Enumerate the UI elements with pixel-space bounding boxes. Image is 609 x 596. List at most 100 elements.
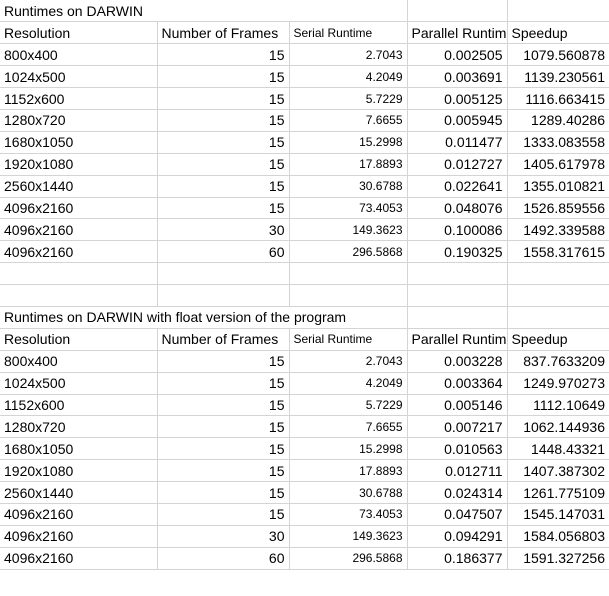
sheet-row: 4096x2160 60 296.5868 0.186377 1591.327256 (0, 546, 609, 570)
empty-cell (506, 305, 609, 329)
data-cell: 1261.775109 (506, 481, 609, 504)
sheet-row: 4096x2160 30 149.3623 0.100086 1492.339588 (0, 218, 609, 242)
data-cell: 4.2049 (288, 371, 408, 395)
row-label: 1024x500 (0, 371, 158, 395)
sheet-row: 4096x2160 30 149.3623 0.094291 1584.056803 (0, 524, 609, 548)
data-cell: 73.4053 (288, 502, 408, 526)
row-label: 800x400 (0, 349, 158, 373)
data-cell: 149.3623 (288, 218, 408, 242)
empty-cell (506, 262, 609, 286)
data-cell: 1289.40286 (506, 108, 609, 132)
column-header: Speedup (506, 327, 609, 351)
data-cell: 0.005146 (406, 393, 508, 417)
data-cell: 0.007217 (406, 415, 508, 439)
row-label: 1920x1080 (0, 459, 158, 483)
data-cell: 4.2049 (288, 65, 408, 89)
data-cell: 0.011477 (406, 130, 508, 154)
sheet-row: 1024x500 15 4.2049 0.003691 1139.230561 (0, 65, 609, 89)
sheet-row: 1920x1080 15 17.8893 0.012727 1405.617978 (0, 152, 609, 176)
data-cell: 5.7229 (288, 393, 408, 417)
data-cell: 0.012711 (406, 459, 508, 483)
sheet-body: Runtimes on DARWIN Resolution Number of Fr… (0, 0, 609, 570)
sheet-row: Resolution Number of Frames Serial Runtime… (0, 21, 609, 45)
data-cell: 17.8893 (288, 152, 408, 176)
empty-cell (506, 284, 609, 307)
data-cell: 0.003364 (406, 371, 508, 395)
sheet-row: 800x400 15 2.7043 0.003228 837.7633209 (0, 349, 609, 373)
table-title: Runtimes on DARWIN (0, 0, 408, 23)
data-cell: 1558.317615 (506, 240, 609, 264)
sheet-row: 1152x600 15 5.7229 0.005125 1116.663415 (0, 87, 609, 110)
data-cell: 15 (156, 174, 290, 198)
data-cell: 1407.387302 (506, 459, 609, 483)
data-cell: 1492.339588 (506, 218, 609, 242)
data-cell: 15 (156, 459, 290, 483)
data-cell: 15 (156, 65, 290, 89)
data-cell: 73.4053 (288, 196, 408, 220)
data-cell: 0.010563 (406, 437, 508, 461)
empty-cell (288, 262, 408, 286)
data-cell: 0.024314 (406, 481, 508, 504)
data-cell: 7.6655 (288, 108, 408, 132)
column-header: Resolution (0, 21, 158, 45)
data-cell: 1112.10649 (506, 393, 609, 417)
empty-cell (406, 0, 508, 23)
data-cell: 15 (156, 415, 290, 439)
data-cell: 1333.083558 (506, 130, 609, 154)
data-cell: 15 (156, 371, 290, 395)
data-cell: 1584.056803 (506, 524, 609, 548)
row-label: 1920x1080 (0, 152, 158, 176)
empty-cell (406, 262, 508, 286)
data-cell: 0.190325 (406, 240, 508, 264)
data-cell: 15 (156, 43, 290, 67)
data-cell: 7.6655 (288, 415, 408, 439)
sheet-row: Resolution Number of Frames Serial Runtime… (0, 327, 609, 351)
row-label: 1280x720 (0, 415, 158, 439)
data-cell: 15 (156, 502, 290, 526)
data-cell: 1405.617978 (506, 152, 609, 176)
data-cell: 0.012727 (406, 152, 508, 176)
data-cell: 0.005125 (406, 87, 508, 110)
data-cell: 15.2998 (288, 437, 408, 461)
row-label: 4096x2160 (0, 524, 158, 548)
row-label: 2560x1440 (0, 481, 158, 504)
data-cell: 30.6788 (288, 481, 408, 504)
sheet-row: 1920x1080 15 17.8893 0.012711 1407.387302 (0, 459, 609, 483)
data-cell: 837.7633209 (506, 349, 609, 373)
row-label: 4096x2160 (0, 196, 158, 220)
data-cell: 0.002505 (406, 43, 508, 67)
spreadsheet: Runtimes on DARWIN Resolution Number of Fr… (0, 0, 609, 570)
row-label: 4096x2160 (0, 502, 158, 526)
data-cell: 17.8893 (288, 459, 408, 483)
sheet-row: 1152x600 15 5.7229 0.005146 1112.10649 (0, 393, 609, 417)
data-cell: 1116.663415 (506, 87, 609, 110)
row-label: 1152x600 (0, 393, 158, 417)
row-label: 4096x2160 (0, 546, 158, 570)
data-cell: 15 (156, 196, 290, 220)
data-cell: 0.003228 (406, 349, 508, 373)
data-cell: 1526.859556 (506, 196, 609, 220)
data-cell: 15 (156, 393, 290, 417)
row-label: 2560x1440 (0, 174, 158, 198)
column-header: Number of Frames (156, 21, 290, 45)
column-header: Serial Runtime (288, 21, 408, 45)
data-cell: 0.022641 (406, 174, 508, 198)
sheet-row: 4096x2160 15 73.4053 0.048076 1526.859556 (0, 196, 609, 220)
sheet-row: 2560x1440 15 30.6788 0.024314 1261.775109 (0, 481, 609, 504)
data-cell: 15 (156, 108, 290, 132)
row-label: 800x400 (0, 43, 158, 67)
data-cell: 15 (156, 437, 290, 461)
row-label: 1280x720 (0, 108, 158, 132)
row-label: 1024x500 (0, 65, 158, 89)
data-cell: 15 (156, 152, 290, 176)
sheet-row: Runtimes on DARWIN (0, 0, 609, 23)
sheet-row: 4096x2160 15 73.4053 0.047507 1545.147031 (0, 502, 609, 526)
empty-cell (506, 0, 609, 23)
sheet-row: 1024x500 15 4.2049 0.003364 1249.970273 (0, 371, 609, 395)
sheet-row: 800x400 15 2.7043 0.002505 1079.560878 (0, 43, 609, 67)
data-cell: 149.3623 (288, 524, 408, 548)
data-cell: 5.7229 (288, 87, 408, 110)
data-cell: 1062.144936 (506, 415, 609, 439)
data-cell: 1448.43321 (506, 437, 609, 461)
